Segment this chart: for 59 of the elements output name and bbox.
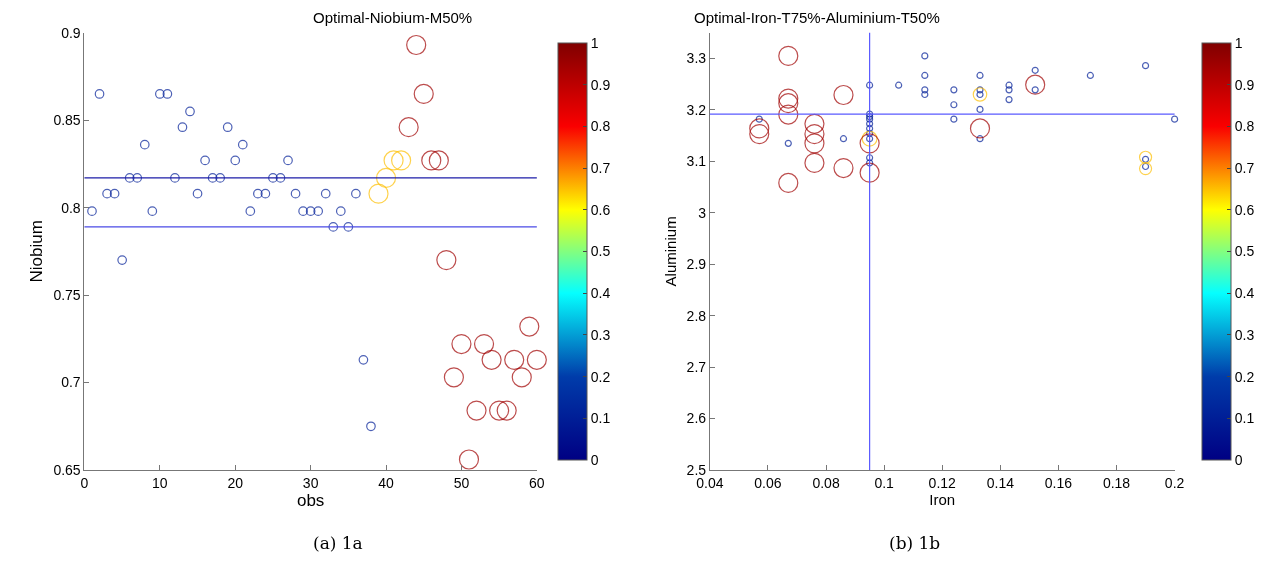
color-bar-label: 0.9 bbox=[1234, 76, 1255, 93]
y-tick-label: 3.1 bbox=[686, 153, 707, 170]
color-bar-label: 0.8 bbox=[590, 118, 611, 135]
color-bar-label: 1 bbox=[590, 34, 599, 51]
y-tick-label: 3 bbox=[698, 204, 707, 221]
color-bar-label: 0.3 bbox=[1234, 326, 1255, 343]
y-tick-label: 0.75 bbox=[53, 287, 81, 303]
y-axis-title: Aluminium bbox=[661, 216, 679, 287]
x-tick-label: 60 bbox=[529, 474, 545, 491]
x-tick-label: 0.1 bbox=[874, 474, 895, 491]
y-axis-title: Niobium bbox=[26, 220, 46, 283]
y-tick-label: 2.6 bbox=[686, 410, 707, 427]
color-bar-label: 0.1 bbox=[590, 410, 611, 427]
y-tick-label: 2.9 bbox=[686, 256, 707, 273]
color-bar-label: 0.2 bbox=[1234, 368, 1255, 385]
y-tick-label: 3.2 bbox=[686, 101, 707, 118]
x-tick-label: 0.18 bbox=[1102, 474, 1131, 491]
y-tick-label: 0.85 bbox=[53, 112, 81, 129]
text: (a) 1a bbox=[313, 533, 363, 553]
color-bar-label: 0 bbox=[590, 451, 599, 468]
x-tick-label: 0.16 bbox=[1044, 474, 1073, 491]
color-bar-label: 0.6 bbox=[590, 201, 611, 218]
x-axis-title: obs bbox=[296, 491, 325, 511]
y-tick-label: 2.7 bbox=[686, 359, 707, 376]
x-tick-label: 0.06 bbox=[754, 474, 782, 491]
y-tick-label: 2.8 bbox=[686, 307, 707, 324]
x-axis-title: Iron bbox=[929, 490, 956, 508]
color-bar-label: 0.8 bbox=[1234, 118, 1255, 135]
chart-title: Optimal-Niobium-M50% bbox=[313, 9, 473, 26]
color-bar-label: 0.7 bbox=[590, 160, 611, 176]
x-tick-label: 30 bbox=[302, 474, 319, 491]
color-bar-label: 0.2 bbox=[590, 368, 611, 385]
x-tick-label: 20 bbox=[227, 474, 244, 491]
y-tick-label: 0.65 bbox=[53, 461, 81, 478]
color-bar-label: 0.6 bbox=[1234, 201, 1255, 218]
y-tick-label: 0.8 bbox=[61, 199, 81, 216]
x-tick-label: 0.14 bbox=[986, 474, 1015, 491]
x-tick-label: 50 bbox=[453, 474, 470, 491]
x-tick-label: 0 bbox=[80, 474, 89, 491]
color-bar-label: 0.1 bbox=[1234, 410, 1255, 427]
color-bar-label: 0.5 bbox=[590, 243, 611, 260]
color-bar-label: 0.3 bbox=[590, 326, 611, 343]
y-tick-label: 0.7 bbox=[61, 374, 81, 391]
color-bar-label: 1 bbox=[1234, 34, 1243, 51]
x-tick-label: 0.08 bbox=[812, 474, 840, 491]
y-tick-label: 0.9 bbox=[61, 24, 81, 41]
color-bar-label: 0.7 bbox=[1234, 160, 1255, 176]
text: (b) 1b bbox=[889, 533, 941, 553]
x-tick-label: 0.2 bbox=[1164, 474, 1185, 491]
color-bar-label: 0.9 bbox=[590, 76, 611, 93]
color-bar-label: 0.4 bbox=[1234, 285, 1255, 302]
color-bar-label: 0.4 bbox=[590, 285, 611, 302]
color-bar-label: 0.5 bbox=[1234, 243, 1255, 260]
x-tick-label: 40 bbox=[378, 474, 395, 491]
x-tick-label: 0.12 bbox=[928, 474, 957, 491]
color-bar-label: 0 bbox=[1234, 451, 1243, 468]
x-tick-label: 10 bbox=[152, 474, 168, 491]
chart-title: Optimal-Iron-T75%-Aluminium-T50% bbox=[694, 9, 940, 26]
y-tick-label: 3.3 bbox=[686, 50, 707, 67]
